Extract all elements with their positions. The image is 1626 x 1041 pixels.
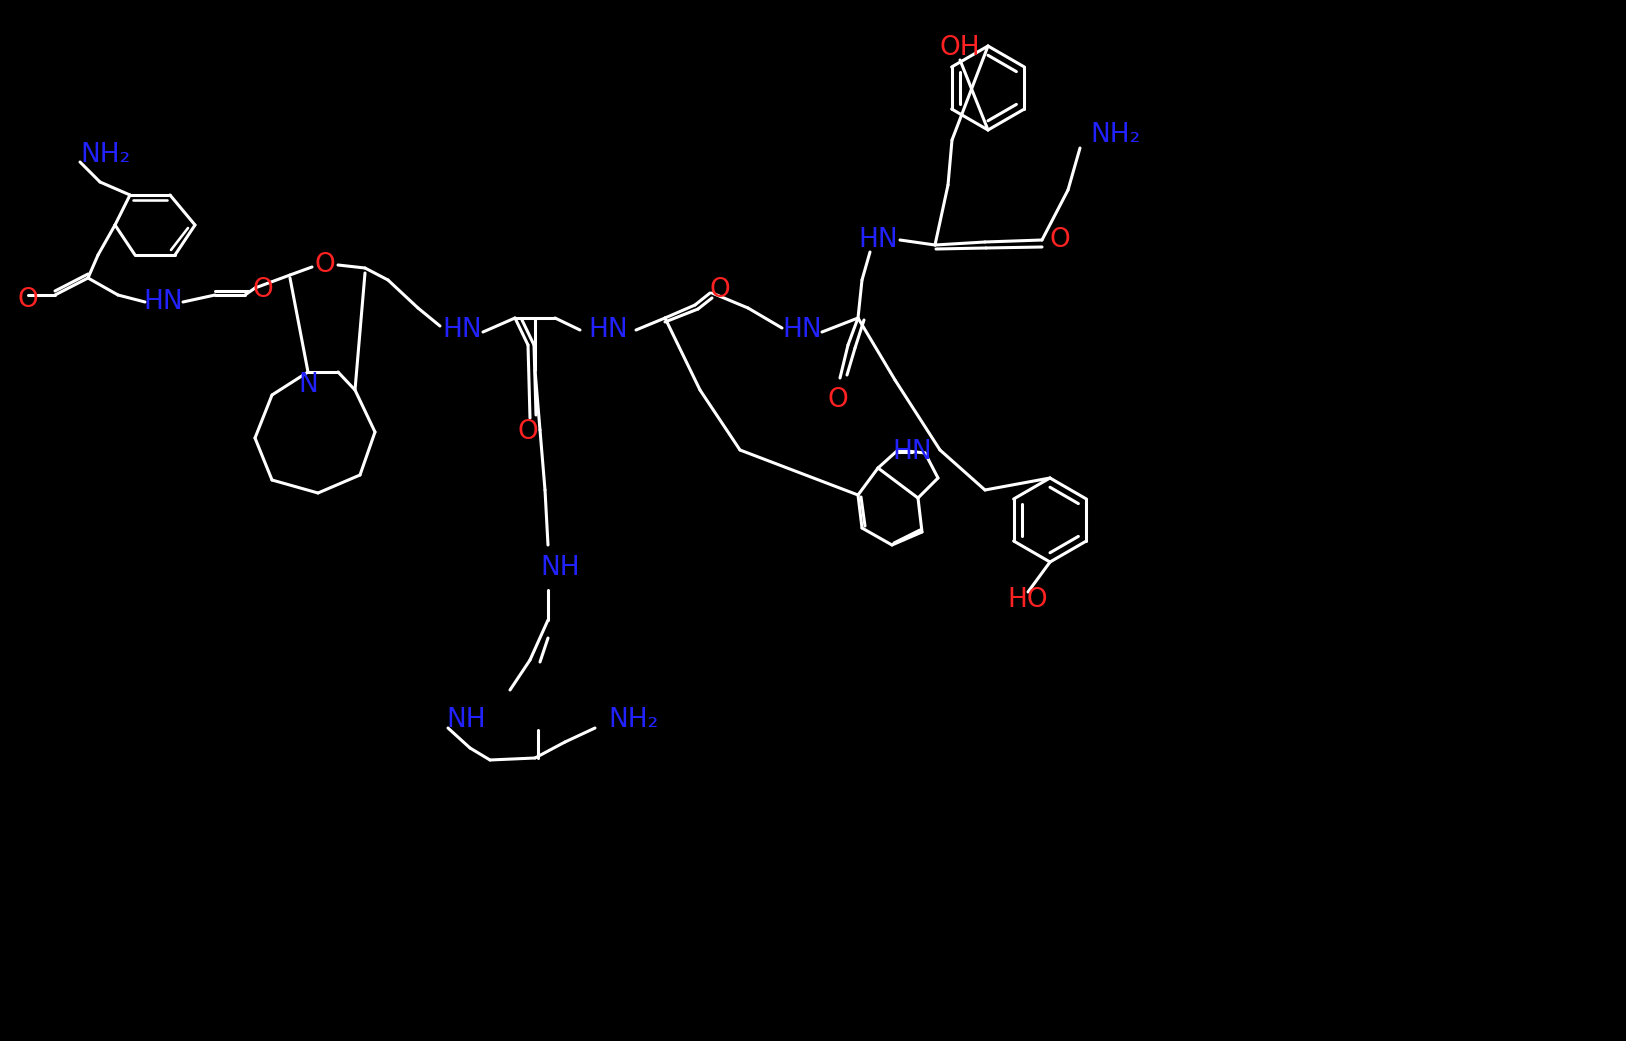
Text: NH: NH — [540, 555, 580, 581]
Text: O: O — [1050, 227, 1070, 253]
Text: OH: OH — [940, 35, 980, 61]
Text: O: O — [252, 277, 273, 303]
Text: NH: NH — [446, 707, 486, 733]
Text: NH₂: NH₂ — [1089, 122, 1140, 148]
Text: O: O — [18, 287, 39, 313]
Text: HO: HO — [1008, 587, 1049, 613]
Text: HN: HN — [893, 439, 932, 465]
Text: NH₂: NH₂ — [80, 142, 130, 168]
Text: NH₂: NH₂ — [608, 707, 659, 733]
Text: O: O — [314, 252, 335, 278]
Text: HN: HN — [782, 318, 821, 342]
Text: O: O — [709, 277, 730, 303]
Text: HN: HN — [143, 289, 182, 315]
Text: HN: HN — [859, 227, 898, 253]
Text: N: N — [298, 372, 317, 398]
Text: HN: HN — [589, 318, 628, 342]
Text: HN: HN — [442, 318, 481, 342]
Text: O: O — [828, 387, 849, 413]
Text: O: O — [517, 418, 538, 445]
